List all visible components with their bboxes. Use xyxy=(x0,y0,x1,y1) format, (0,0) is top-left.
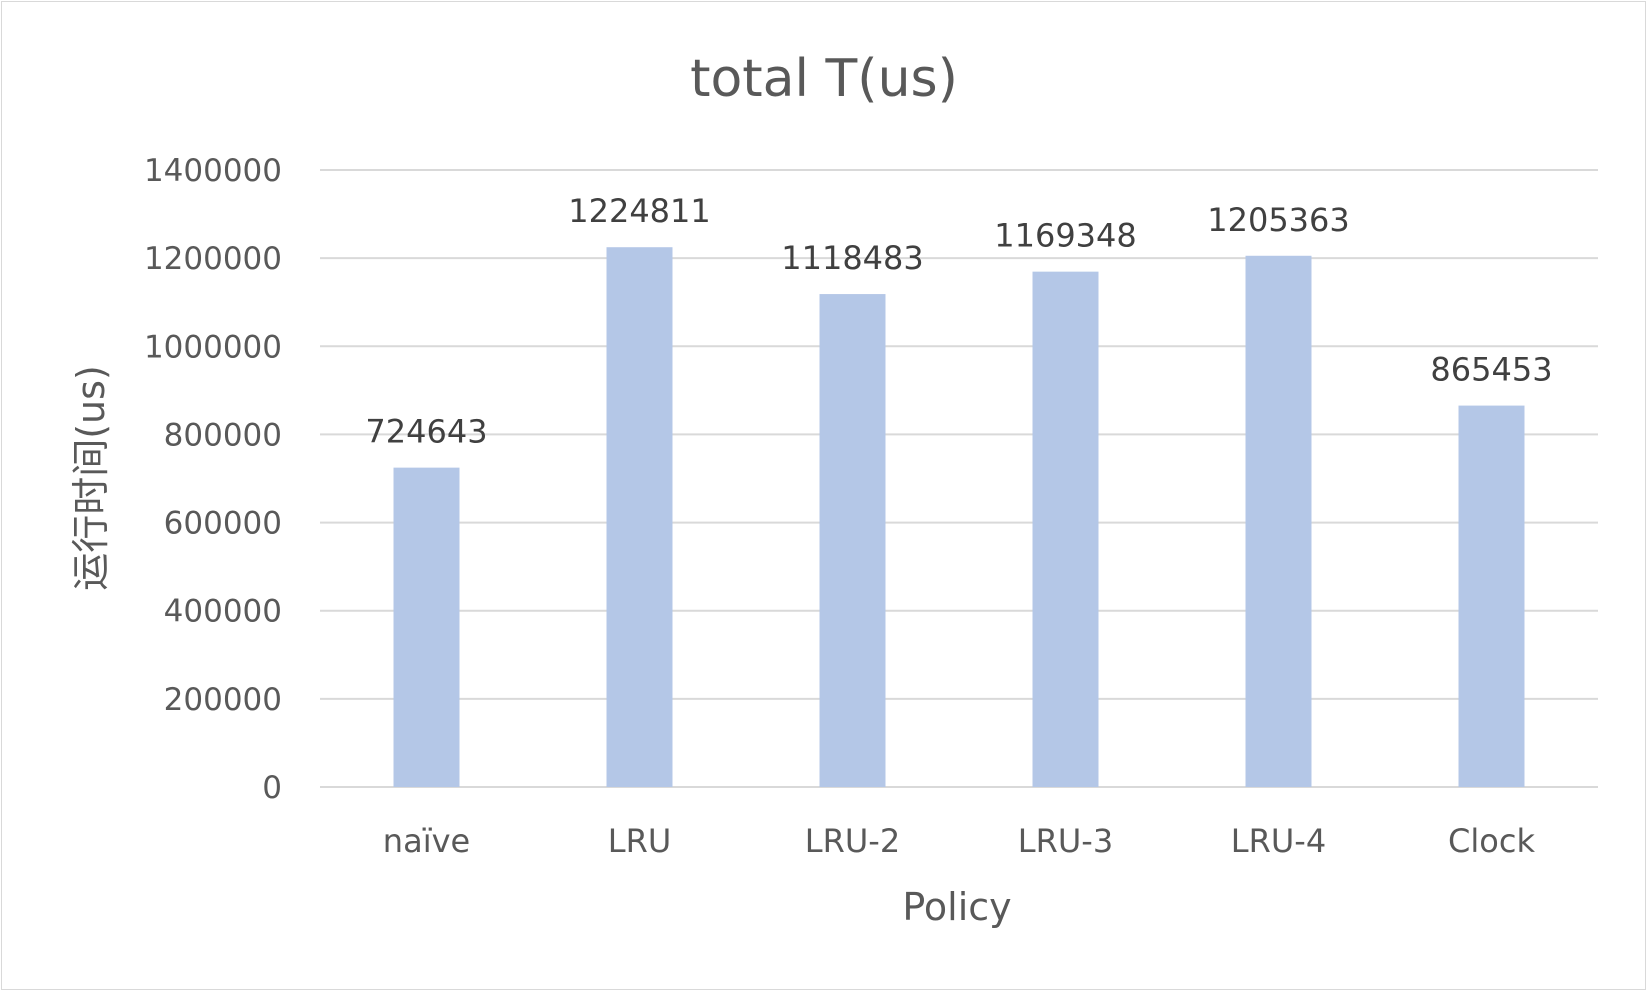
x-category-label: naïve xyxy=(383,822,470,860)
bar-value-label: 1169348 xyxy=(994,217,1137,255)
y-tick-label: 1000000 xyxy=(144,329,282,365)
x-axis-title: Policy xyxy=(902,885,1011,929)
bar-value-label: 865453 xyxy=(1430,351,1552,389)
bar-value-label: 1205363 xyxy=(1207,201,1350,239)
bar-clock xyxy=(1458,405,1525,787)
x-category-label: LRU xyxy=(608,822,671,860)
bar-lru-3 xyxy=(1032,271,1099,788)
x-category-label: LRU-4 xyxy=(1231,822,1326,860)
x-category-label: LRU-3 xyxy=(1018,822,1113,860)
x-category-label: Clock xyxy=(1448,822,1535,860)
bar-value-label: 1224811 xyxy=(568,192,711,230)
y-tick-label: 600000 xyxy=(164,506,282,542)
x-axis-labels: naïve LRU LRU-2 LRU-3 LRU-4 Clock xyxy=(383,822,1536,860)
gridlines xyxy=(320,169,1598,788)
bar-na-ve xyxy=(393,467,460,787)
data-labels: 724643 1224811 1118483 1169348 1205363 865453 xyxy=(365,192,1552,450)
bar-value-label: 724643 xyxy=(365,413,487,451)
bar-lru-2 xyxy=(819,294,886,787)
y-tick-label: 400000 xyxy=(164,594,282,630)
y-tick-label: 0 xyxy=(262,770,282,806)
y-tick-label: 800000 xyxy=(164,417,282,453)
chart-title: total T(us) xyxy=(690,49,958,109)
y-tick-label: 1400000 xyxy=(144,153,282,189)
bars xyxy=(393,247,1525,788)
bar-lru xyxy=(606,247,673,787)
bar-lru-4 xyxy=(1245,255,1312,788)
x-category-label: LRU-2 xyxy=(805,822,900,860)
y-tick-label: 1200000 xyxy=(144,241,282,277)
y-axis-ticks: 0 200000 400000 600000 800000 1000000 1200000 1… xyxy=(144,153,282,806)
y-tick-label: 200000 xyxy=(164,682,282,718)
y-axis-title: 运行时间(us) xyxy=(69,365,113,591)
bar-value-label: 1118483 xyxy=(781,239,924,277)
